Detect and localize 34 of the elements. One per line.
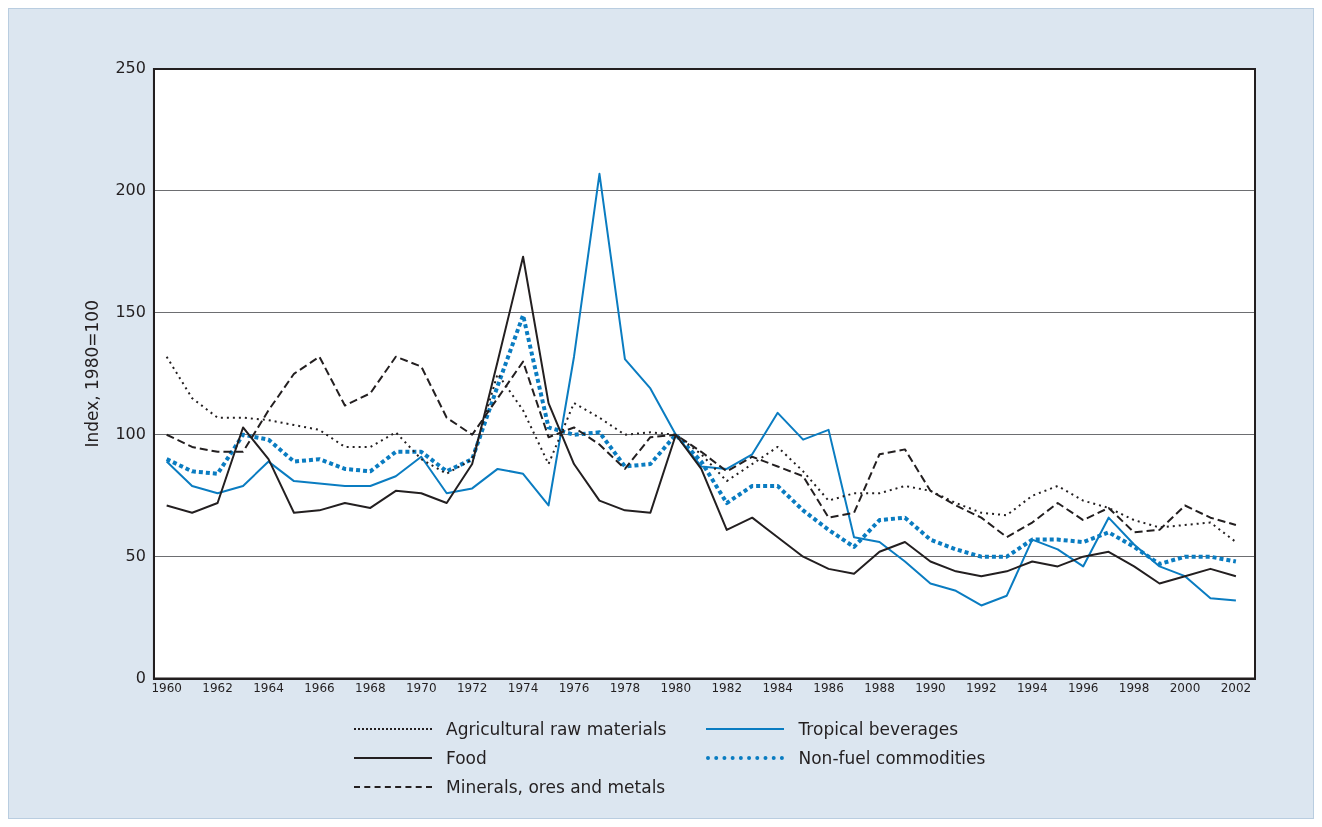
x-tick-label: 1980 <box>660 680 692 695</box>
x-tick-label: 1964 <box>253 680 284 695</box>
y-tick-label: 250 <box>115 58 146 78</box>
y-axis-title: Index, 1980=100 <box>81 300 102 448</box>
x-tick-label: 1960 <box>151 680 182 695</box>
x-tick-label: 1962 <box>202 680 233 695</box>
legend-label: Food <box>446 747 487 768</box>
y-tick-label: 150 <box>115 302 146 321</box>
x-tick-label: 1966 <box>304 680 335 695</box>
x-tick-label: 1974 <box>507 680 539 695</box>
x-tick-label: 2000 <box>1169 680 1201 695</box>
y-tick-label: 0 <box>135 667 146 687</box>
x-tick-label: 2002 <box>1220 680 1252 695</box>
y-tick-label: 200 <box>115 180 146 200</box>
x-tick-label: 1976 <box>558 680 590 695</box>
x-tick-label: 1998 <box>1118 680 1150 695</box>
legend-label: Tropical beverages <box>798 718 959 739</box>
x-tick-label: 1984 <box>762 680 793 695</box>
x-tick-label: 1970 <box>405 680 437 695</box>
x-tick-label: 1996 <box>1067 680 1099 695</box>
legend-label: Non-fuel commodities <box>798 747 986 768</box>
x-tick-label: 1992 <box>966 680 997 695</box>
legend-label: Agricultural raw materials <box>446 718 667 739</box>
y-tick-label: 100 <box>115 423 146 443</box>
x-tick-label: 1982 <box>711 680 743 695</box>
x-tick-label: 1968 <box>355 680 386 695</box>
x-tick-label: 1978 <box>609 680 641 695</box>
x-tick-label: 1990 <box>915 680 946 695</box>
x-tick-label: 1994 <box>1016 680 1048 695</box>
x-tick-label: 1988 <box>864 680 895 695</box>
y-tick-label: 50 <box>125 545 146 565</box>
legend-label: Minerals, ores and metals <box>446 776 666 797</box>
x-tick-label: 1986 <box>813 680 844 695</box>
x-tick-label: 1972 <box>456 680 488 695</box>
